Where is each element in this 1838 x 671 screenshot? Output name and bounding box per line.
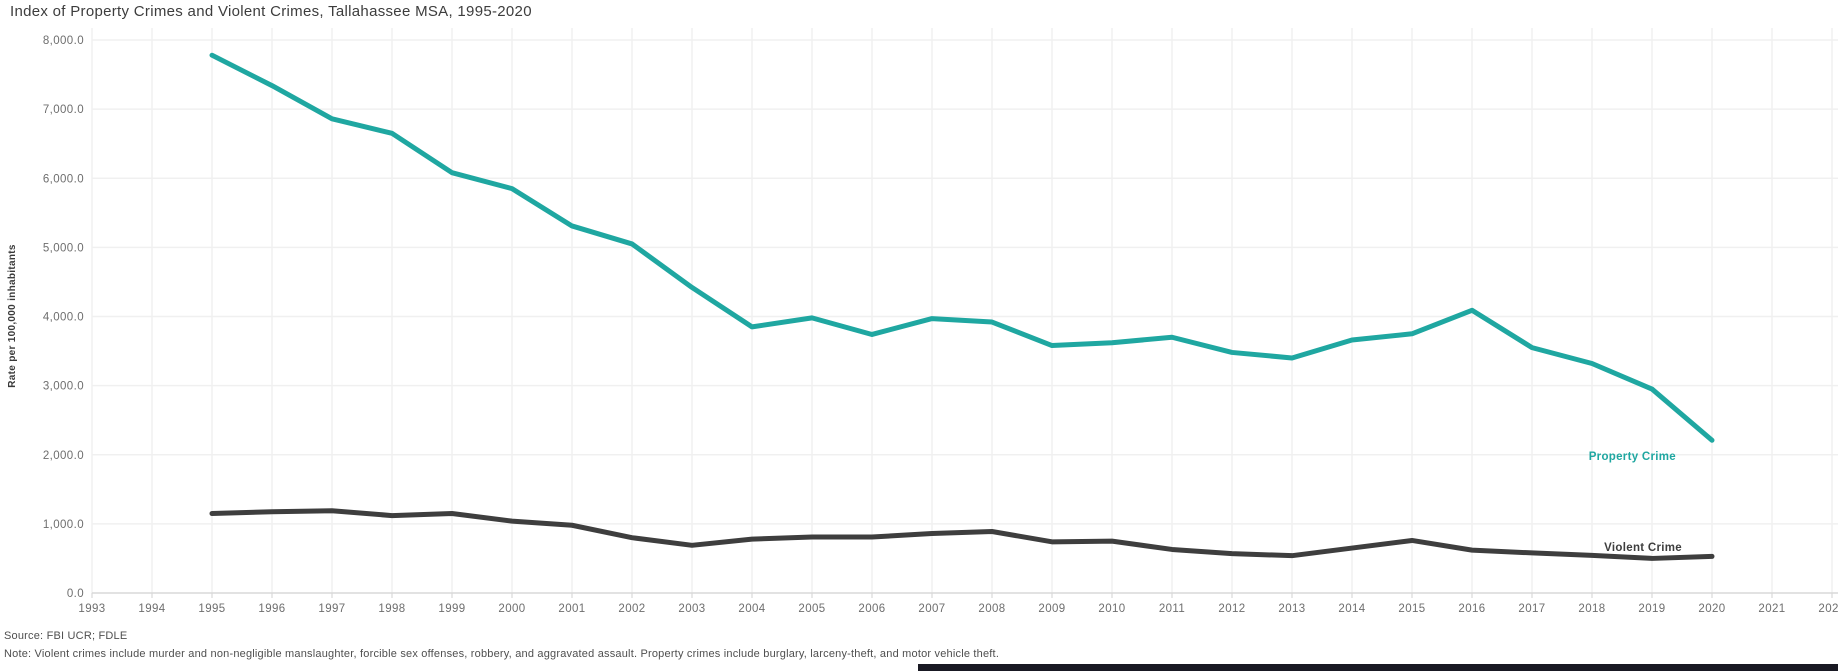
x-tick-label: 1996 [258,603,285,615]
x-tick-label: 2008 [978,603,1005,615]
x-tick-labels: 1993 1994 1995 1996 1997 1998 1999 2000 2001 2002… [78,603,1838,615]
x-tick-label: 2007 [918,603,945,615]
x-tick-label: 2009 [1038,603,1065,615]
x-tick-label: 2015 [1398,603,1425,615]
x-tick-label: 2014 [1338,603,1365,615]
x-tick-label: 2018 [1578,603,1605,615]
x-tick-label: 1994 [138,603,165,615]
x-tick-label: 2002 [618,603,645,615]
y-tick-label: 4,000.0 [43,312,84,324]
x-tick-label: 1998 [378,603,405,615]
y-tick-label: 7,000.0 [43,104,84,116]
series-line-violent-crime [209,508,1715,561]
y-axis-title: Rate per 100,000 inhabitants [7,244,18,388]
x-tick-label: 2001 [558,603,585,615]
x-tick-label: 2013 [1278,603,1305,615]
x-tick-label: 2011 [1159,603,1185,615]
y-tick-label: 5,000.0 [43,242,84,254]
y-tick-label: 6,000.0 [43,173,84,185]
y-tick-label: 8,000.0 [43,35,84,47]
x-tick-label: 2005 [798,603,825,615]
x-tick-label: 2010 [1098,603,1125,615]
x-tick-label: 2006 [858,603,885,615]
x-tick-label: 2020 [1698,603,1725,615]
x-tick-label: 2017 [1518,603,1545,615]
methodology-note: Note: Violent crimes include murder and … [4,648,1000,660]
y-tick-labels: 0.0 1,000.0 2,000.0 3,000.0 4,000.0 5,000.0 6,… [43,35,84,600]
x-tick-label: 2012 [1218,603,1245,615]
y-tick-label: 0.0 [67,588,84,600]
y-tick-label: 1,000.0 [43,519,84,531]
series-label-violent-crime: Violent Crime [1604,542,1682,554]
x-tick-label: 2022 [1818,603,1838,615]
x-tick-label: 2016 [1458,603,1485,615]
y-tick-label: 3,000.0 [43,381,84,393]
x-tick-label: 2000 [498,603,525,615]
y-tick-label: 2,000.0 [43,450,84,462]
x-tick-label: 1999 [438,603,465,615]
chart-title: Index of Property Crimes and Violent Cri… [10,3,532,20]
x-tick-label: 1993 [78,603,105,615]
x-tick-label: 2003 [678,603,705,615]
x-tick-label: 1997 [318,603,345,615]
x-tick-label: 2004 [738,603,765,615]
x-tick-label: 2021 [1758,603,1785,615]
source-note: Source: FBI UCR; FDLE [4,630,128,642]
x-tick-label: 1995 [198,603,225,615]
bottom-bar [918,664,1838,671]
y-gridlines [92,39,1838,594]
x-tick-label: 2019 [1638,603,1665,615]
series-label-property-crime: Property Crime [1589,451,1676,463]
x-gridlines [91,28,1833,598]
series-line-property-crime [209,52,1715,443]
